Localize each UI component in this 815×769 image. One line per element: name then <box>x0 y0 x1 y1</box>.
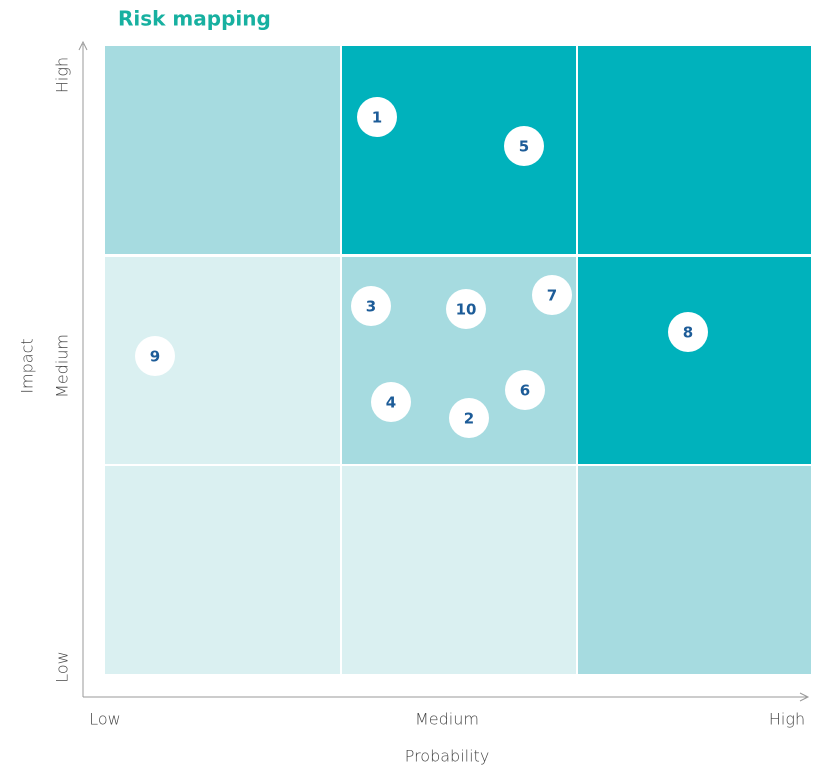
y-label: High <box>53 57 72 93</box>
risk-label: 5 <box>519 138 529 156</box>
x-label: High <box>769 710 805 729</box>
y-title: Impact <box>18 338 37 393</box>
risk-marker <box>357 97 397 137</box>
risk-marker <box>668 312 708 352</box>
y-arrow <box>78 40 88 51</box>
risk-marker <box>371 382 411 422</box>
risk-label: 10 <box>456 301 477 319</box>
matrix <box>105 46 811 674</box>
risk-marker <box>505 370 545 410</box>
title: Risk mapping <box>118 7 271 31</box>
y-label: Medium <box>53 334 72 398</box>
risk-marker <box>446 289 486 329</box>
cell <box>105 466 340 674</box>
risk-marker <box>351 286 391 326</box>
cell <box>578 466 811 674</box>
risk-label: 3 <box>366 298 376 316</box>
risk-label: 8 <box>683 324 693 342</box>
risk-label: 2 <box>464 410 474 428</box>
x-title: Probability <box>405 747 490 766</box>
risk-marker <box>504 126 544 166</box>
cell <box>578 46 811 254</box>
cell <box>105 46 340 254</box>
risk-label: 1 <box>372 109 382 127</box>
y-label: Low <box>53 651 72 683</box>
x-label: Low <box>89 710 121 729</box>
risks: 1 2 3 4 5 6 7 8 9 10 <box>135 97 708 438</box>
x-label: Medium <box>415 710 479 729</box>
risk-marker <box>532 275 572 315</box>
cell <box>342 466 576 674</box>
risk-label: 7 <box>547 287 557 305</box>
risk-label: 4 <box>386 394 396 412</box>
risk-label: 6 <box>520 382 530 400</box>
risk-marker <box>449 398 489 438</box>
risk-label: 9 <box>150 348 160 366</box>
cell <box>578 257 811 464</box>
risk-marker <box>135 336 175 376</box>
axes <box>78 40 810 702</box>
x-arrow <box>799 692 810 702</box>
